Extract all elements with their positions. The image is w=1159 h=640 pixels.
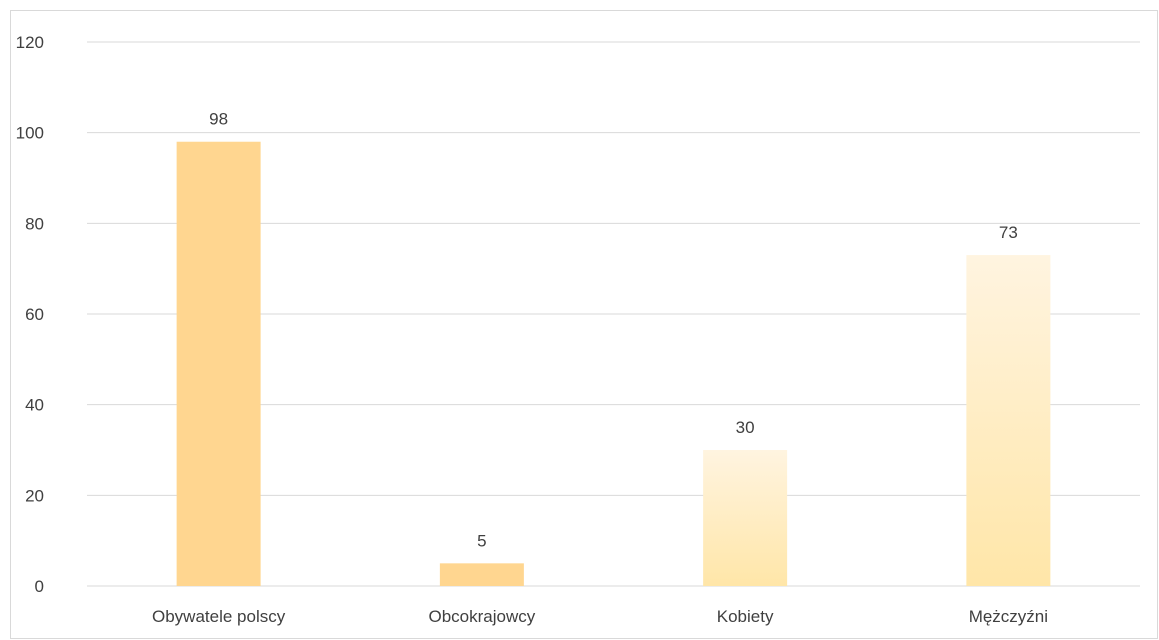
y-tick-label: 100 <box>16 124 44 143</box>
bar <box>966 255 1051 587</box>
bar <box>439 563 524 586</box>
y-tick-label: 0 <box>35 577 44 596</box>
data-label: 30 <box>736 418 755 437</box>
y-tick-label: 80 <box>25 214 44 233</box>
y-tick-label: 120 <box>16 33 44 52</box>
data-label: 73 <box>999 223 1018 242</box>
x-category-label: Obywatele polscy <box>152 607 286 626</box>
data-label: 5 <box>477 531 486 550</box>
y-tick-label: 40 <box>25 396 44 415</box>
bars <box>176 141 1051 587</box>
data-label: 98 <box>209 110 228 129</box>
gridlines <box>87 41 1140 587</box>
bar <box>176 141 261 586</box>
x-category-label: Kobiety <box>717 607 774 626</box>
data-labels: 98 5 30 73 <box>209 110 1018 551</box>
x-axis-category-labels: Obywatele polscy Obcokrajowcy Kobiety Mężcz… <box>152 607 1048 626</box>
y-tick-label: 20 <box>25 486 44 505</box>
x-category-label: Obcokrajowcy <box>428 607 535 626</box>
x-category-label: Mężczyźni <box>969 607 1048 626</box>
y-tick-label: 60 <box>25 305 44 324</box>
bar <box>703 450 788 586</box>
y-axis-tick-labels: 0 20 40 60 80 100 120 <box>16 33 44 596</box>
